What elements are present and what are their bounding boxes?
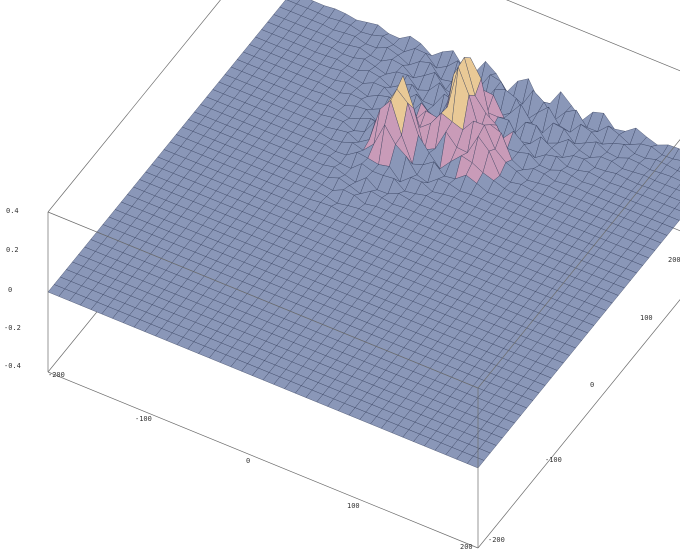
surface-mesh (47, 0, 680, 469)
z-tick-label: -0.4 (4, 362, 21, 370)
surface-cell (672, 148, 680, 161)
box-edge (477, 139, 680, 389)
y-tick-label: 200 (668, 256, 680, 264)
surface-cell (674, 201, 680, 211)
z-tick-label: 0.2 (6, 246, 19, 254)
z-tick-label: 0 (8, 286, 12, 294)
x-tick-label: -100 (135, 415, 152, 423)
box-edge (506, 0, 680, 72)
y-tick-label: -200 (488, 536, 505, 544)
y-axis-ticks: -200 -100 0 100 200 (488, 256, 680, 544)
z-tick-label: 0.4 (6, 207, 19, 215)
z-axis-ticks: -0.4 -0.2 0 0.2 0.4 (4, 207, 21, 370)
box-edge (47, 211, 479, 389)
x-tick-label: 100 (347, 502, 360, 510)
surface-cell (677, 166, 680, 172)
surface-cell (466, 455, 485, 469)
y-tick-label: 0 (590, 381, 594, 389)
x-axis-ticks: -200 -100 0 100 200 (48, 371, 473, 551)
surface-cell (675, 184, 680, 191)
y-tick-label: 100 (640, 314, 653, 322)
x-tick-label: 200 (460, 543, 473, 551)
box-edge (47, 0, 221, 213)
bounding-box-front (47, 139, 680, 549)
z-tick-label: -0.2 (4, 324, 21, 332)
x-tick-label: -200 (48, 371, 65, 379)
x-tick-label: 0 (246, 457, 250, 465)
box-edge (477, 299, 680, 549)
box-edge (47, 371, 479, 549)
y-tick-label: -100 (545, 456, 562, 464)
